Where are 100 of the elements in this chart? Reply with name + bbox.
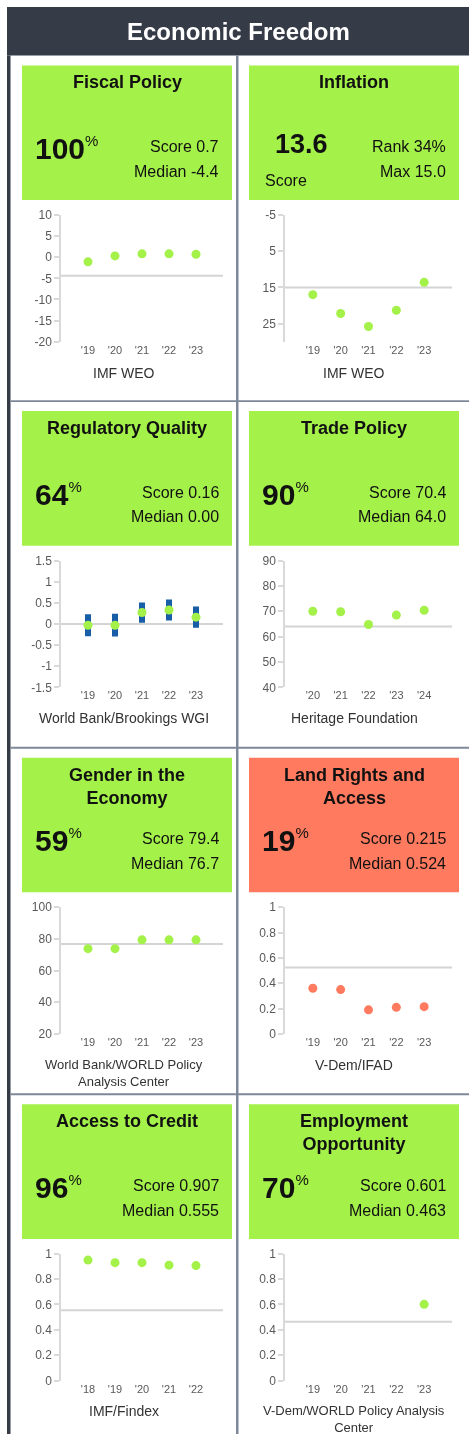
point [83, 257, 93, 267]
y-tick-label: 1 [269, 900, 277, 915]
x-tick-label: '21 [134, 343, 150, 356]
y-tick-label: 0.2 [259, 1348, 277, 1363]
y-tick-label: 60 [262, 629, 277, 644]
chart-title: Fiscal Policy [73, 72, 183, 92]
x-axis-title: V-Dem/IFAD [315, 1057, 393, 1073]
point [308, 606, 318, 616]
text: Economic Freedom [127, 18, 350, 45]
y-tick-label: 50 [262, 655, 277, 670]
x-axis-title: Heritage Foundation [291, 710, 418, 726]
x-tick-label: '22 [389, 343, 404, 356]
text: Score 0.907 [133, 1177, 220, 1194]
x-tick-label: '20 [333, 1382, 348, 1395]
point [336, 607, 346, 617]
chart-title: Regulatory Quality [47, 418, 208, 438]
y-tick-label: 0.2 [35, 1348, 53, 1363]
y-tick-label: 1.5 [35, 553, 53, 568]
text: Median 64.0 [358, 508, 447, 525]
y-tick-label: -1 [41, 659, 53, 674]
text: Median -4.4 [134, 163, 219, 180]
y-tick-label: 1 [269, 1246, 277, 1261]
x-tick-label: '18 [80, 1382, 96, 1395]
point [164, 249, 174, 259]
y-tick-label: 0.8 [259, 1272, 277, 1287]
y-tick-label: -10 [34, 292, 53, 307]
x-axis-title: World Bank/Brookings WGI [39, 710, 210, 726]
y-tick-label: 0.2 [259, 1001, 277, 1016]
y-tick-label: 0.4 [35, 1323, 53, 1338]
point [110, 620, 120, 630]
point [83, 620, 93, 630]
point [336, 985, 346, 995]
point [137, 608, 147, 618]
y-tick-label: 60 [38, 963, 53, 978]
x-tick-label: '23 [188, 1035, 204, 1048]
chart-title: Inflation [319, 72, 389, 92]
x-tick-label: '19 [80, 689, 96, 702]
text: Score [265, 172, 307, 189]
y-tick-label: 40 [38, 995, 53, 1010]
x-tick-label: '19 [305, 1382, 320, 1395]
text: Median 0.524 [349, 855, 447, 872]
y-tick-label: -15 [34, 313, 53, 328]
x-tick-label: '20 [305, 689, 320, 702]
x-tick-label: '20 [134, 1382, 150, 1395]
y-tick-label: 1 [45, 574, 53, 589]
y-tick-label: 0 [45, 1373, 53, 1388]
y-tick-label: 25 [262, 316, 277, 331]
x-tick-label: '24 [417, 689, 432, 702]
x-tick-label: '23 [188, 343, 204, 356]
point [110, 251, 120, 261]
x-tick-label: '22 [188, 1382, 204, 1395]
text: Median 76.7 [131, 855, 220, 872]
x-tick-label: '22 [361, 689, 376, 702]
text: Median 0.00 [131, 508, 220, 525]
y-tick-label: 40 [262, 680, 277, 695]
text: Max 15.0 [380, 163, 446, 180]
x-tick-label: '19 [107, 1382, 123, 1395]
y-tick-label: 0.8 [259, 925, 277, 940]
text: 96$^{%}$ [35, 1171, 82, 1204]
point [419, 1002, 429, 1012]
x-tick-label: '21 [361, 343, 376, 356]
chart-title: Access to Credit [56, 1111, 199, 1131]
y-tick-label: 0 [45, 250, 53, 265]
text: 19$^{%}$ [262, 824, 309, 857]
x-tick-label: '20 [107, 1035, 123, 1048]
y-tick-label: 0.6 [259, 951, 277, 966]
y-tick-label: 0.4 [259, 976, 277, 991]
point [419, 605, 429, 615]
point [336, 308, 346, 318]
y-tick-label: 80 [262, 579, 277, 594]
y-tick-label: 1 [45, 1246, 53, 1261]
y-tick-label: -5 [41, 271, 53, 286]
y-tick-label: 0 [269, 1027, 277, 1042]
text: Rank 34% [372, 138, 446, 155]
point [391, 1002, 401, 1012]
x-axis-title: World Bank/WORLD Policy Analysis Center [45, 1057, 203, 1089]
x-tick-label: '21 [134, 689, 150, 702]
point [364, 1005, 373, 1015]
x-tick-label: '23 [417, 343, 432, 356]
y-tick-label: 70 [262, 604, 277, 619]
point [191, 612, 201, 622]
y-tick-label: 5 [269, 244, 277, 259]
x-tick-label: '19 [305, 343, 320, 356]
x-tick-label: '22 [161, 689, 177, 702]
text: Score 0.601 [360, 1177, 447, 1194]
x-tick-label: '23 [417, 1382, 432, 1395]
point [419, 277, 429, 287]
point [364, 619, 373, 629]
text: 59$^{%}$ [35, 824, 82, 857]
point [191, 249, 201, 259]
x-tick-label: '20 [333, 343, 348, 356]
x-tick-label: '23 [389, 689, 404, 702]
x-tick-label: '20 [107, 343, 123, 356]
point [364, 322, 373, 332]
chart-title: Trade Policy [301, 418, 408, 438]
point [308, 983, 318, 993]
point [137, 249, 147, 259]
x-tick-label: '22 [389, 1382, 404, 1395]
text: 70$^{%}$ [262, 1171, 309, 1204]
text: Score 0.7 [150, 138, 219, 155]
